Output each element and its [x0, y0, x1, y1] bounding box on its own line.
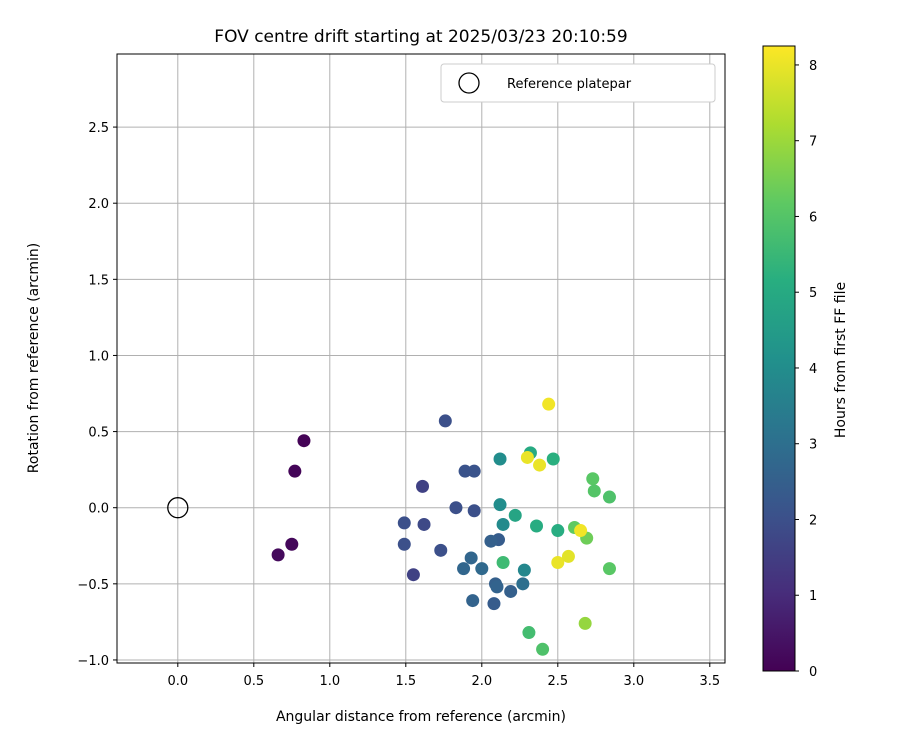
colorbar-tick-label: 8 — [809, 59, 817, 74]
data-point — [493, 498, 507, 512]
data-point — [578, 616, 592, 630]
legend-box — [440, 63, 716, 103]
data-point — [561, 549, 575, 563]
legend-entry-reference: Reference platepar — [507, 77, 632, 92]
colorbar — [762, 45, 796, 672]
chart-title: FOV centre drift starting at 2025/03/23 … — [214, 27, 627, 47]
data-point — [586, 472, 600, 486]
data-point — [587, 484, 601, 498]
data-point — [487, 597, 501, 611]
data-point — [397, 537, 411, 551]
x-tick-label: 0.0 — [167, 674, 188, 689]
y-axis-ticks: −1.0 −0.5 0.0 0.5 1.0 1.5 2.0 2.5 — [77, 121, 117, 669]
colorbar-tick-label: 1 — [809, 589, 817, 604]
data-point — [467, 504, 481, 518]
data-point — [496, 517, 510, 531]
data-point — [467, 464, 481, 478]
reference-point-marker — [167, 497, 189, 519]
colorbar-tick-label: 6 — [809, 210, 817, 225]
y-tick-label: −1.0 — [77, 654, 109, 669]
data-point — [458, 464, 472, 478]
x-axis-ticks: 0.0 0.5 1.0 1.5 2.0 2.5 3.0 3.5 — [167, 663, 720, 689]
data-point — [504, 584, 518, 598]
y-axis-label: Rotation from reference (arcmin) — [26, 243, 42, 473]
data-point — [466, 594, 480, 608]
x-axis-label: Angular distance from reference (arcmin) — [276, 709, 566, 725]
y-tick-label: 2.0 — [88, 197, 109, 212]
data-point — [602, 490, 616, 504]
data-point — [271, 548, 285, 562]
data-point — [416, 479, 430, 493]
y-tick-label: 0.5 — [88, 426, 109, 441]
data-point — [406, 568, 420, 582]
colorbar-tick-label: 4 — [809, 362, 817, 377]
data-point — [516, 577, 530, 591]
data-point — [484, 534, 498, 548]
x-tick-label: 1.0 — [319, 674, 340, 689]
y-tick-label: 2.5 — [88, 121, 109, 136]
data-point — [493, 452, 507, 466]
colorbar-tick-label: 7 — [809, 135, 817, 150]
data-point — [533, 458, 547, 472]
y-tick-label: 1.0 — [88, 349, 109, 364]
y-tick-label: 1.5 — [88, 273, 109, 288]
colorbar-label: Hours from first FF file — [833, 282, 849, 438]
y-tick-label: −0.5 — [77, 578, 109, 593]
data-point — [542, 397, 556, 411]
x-tick-label: 2.0 — [471, 674, 492, 689]
x-tick-label: 2.5 — [547, 674, 568, 689]
x-tick-label: 0.5 — [243, 674, 264, 689]
colorbar-tick-label: 0 — [809, 665, 817, 680]
data-point — [457, 562, 471, 576]
data-point — [551, 556, 565, 570]
data-point — [602, 562, 616, 576]
legend: Reference platepar — [440, 63, 716, 103]
data-point — [522, 626, 536, 640]
legend-marker-reference — [458, 72, 480, 94]
data-point — [438, 414, 452, 428]
data-points — [271, 397, 616, 656]
y-tick-label: 0.0 — [88, 502, 109, 517]
colorbar-ticks: 0 1 2 3 4 5 6 7 8 — [795, 59, 817, 680]
data-point — [551, 524, 565, 538]
x-tick-label: 3.5 — [699, 674, 720, 689]
data-point — [490, 580, 504, 594]
colorbar-tick-label: 3 — [809, 438, 817, 453]
data-point — [288, 464, 302, 478]
data-point — [517, 563, 531, 577]
data-point — [530, 519, 544, 533]
data-point — [297, 434, 311, 448]
colorbar-tick-label: 5 — [809, 286, 817, 301]
data-point — [449, 501, 463, 515]
data-point — [397, 516, 411, 530]
data-point — [508, 508, 522, 522]
data-point — [417, 517, 431, 531]
colorbar-tick-label: 2 — [809, 513, 817, 528]
x-tick-label: 1.5 — [395, 674, 416, 689]
data-point — [285, 537, 299, 551]
data-point — [574, 524, 588, 538]
grid-lines — [117, 54, 725, 663]
data-point — [496, 556, 510, 570]
data-point — [546, 452, 560, 466]
data-point — [520, 450, 534, 464]
data-point — [434, 543, 448, 557]
data-point — [536, 642, 550, 656]
x-tick-label: 3.0 — [623, 674, 644, 689]
data-point — [475, 562, 489, 576]
plot-frame — [116, 53, 726, 664]
data-point — [464, 551, 478, 565]
